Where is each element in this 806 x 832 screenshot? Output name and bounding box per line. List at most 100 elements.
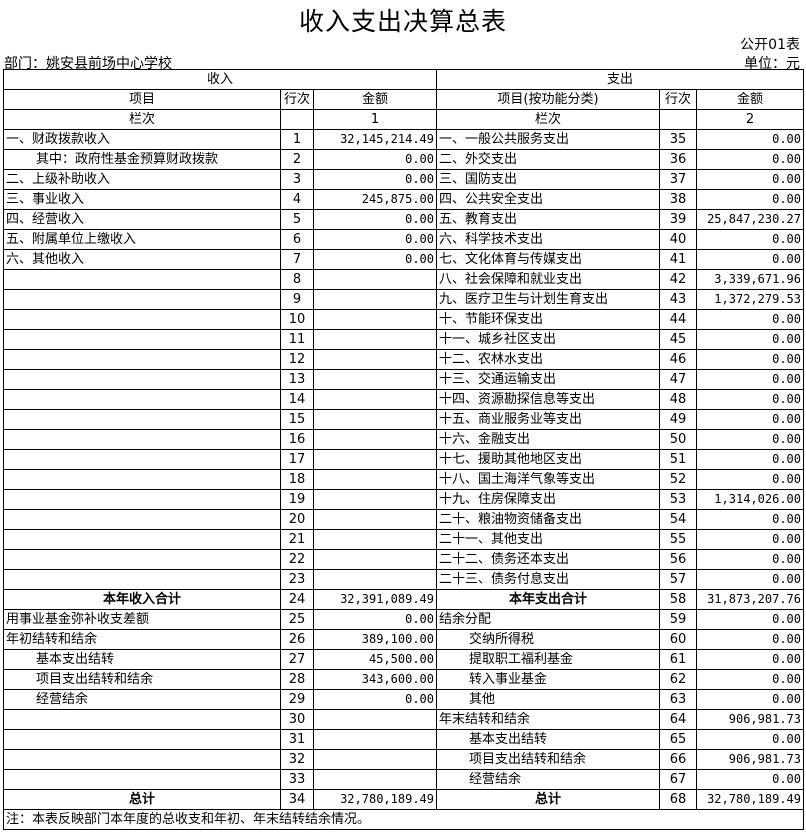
income-item: 本年收入合计 <box>3 589 281 610</box>
expense-amount: 0.00 <box>696 429 804 450</box>
expense-line: 39 <box>659 209 697 230</box>
income-item <box>3 549 281 570</box>
income-item: 二、上级补助收入 <box>3 169 281 190</box>
expense-amount: 0.00 <box>696 189 804 210</box>
income-amount <box>313 569 437 590</box>
expense-item: 提取职工福利基金 <box>436 649 660 670</box>
income-item <box>3 769 281 790</box>
income-amount <box>313 729 437 750</box>
section-header-row: 收入 支出 <box>3 69 804 90</box>
expense-item: 十四、资源勘探信息等支出 <box>436 389 660 410</box>
expense-amount: 0.00 <box>696 729 804 750</box>
table-row: 31 基本支出结转 65 0.00 <box>3 729 804 750</box>
income-item <box>3 529 281 550</box>
expense-line: 50 <box>659 429 697 450</box>
income-item <box>3 449 281 470</box>
expense-column-label: 栏次 <box>436 109 660 130</box>
income-line: 33 <box>280 769 314 790</box>
expense-line: 52 <box>659 469 697 490</box>
expense-item: 本年支出合计 <box>436 589 660 610</box>
income-item: 六、其他收入 <box>3 249 281 270</box>
expense-line: 59 <box>659 609 697 630</box>
expense-amount: 0.00 <box>696 769 804 790</box>
expense-item: 基本支出结转 <box>436 729 660 750</box>
income-line: 10 <box>280 309 314 330</box>
expense-item: 四、公共安全支出 <box>436 189 660 210</box>
income-amount <box>313 369 437 390</box>
income-line: 1 <box>280 129 314 150</box>
expense-line: 48 <box>659 389 697 410</box>
income-item <box>3 569 281 590</box>
income-amount <box>313 349 437 370</box>
income-item: 三、事业收入 <box>3 189 281 210</box>
expense-amount: 0.00 <box>696 249 804 270</box>
table-row: 16 十六、金融支出 50 0.00 <box>3 429 804 450</box>
table-row: 11 十一、城乡社区支出 45 0.00 <box>3 329 804 350</box>
income-amount: 0.00 <box>313 689 437 710</box>
income-amount <box>313 469 437 490</box>
expense-line: 42 <box>659 269 697 290</box>
expense-line: 57 <box>659 569 697 590</box>
table-row: 18 十八、国土海洋气象等支出 52 0.00 <box>3 469 804 490</box>
expense-item: 一、一般公共服务支出 <box>436 129 660 150</box>
income-amount <box>313 269 437 290</box>
income-amount <box>313 749 437 770</box>
table-row: 一、财政拨款收入 1 32,145,214.49 一、一般公共服务支出 35 0.00 <box>3 129 804 150</box>
expense-item: 十七、援助其他地区支出 <box>436 449 660 470</box>
income-amount <box>313 429 437 450</box>
expense-item: 七、文化体育与传媒支出 <box>436 249 660 270</box>
income-line: 11 <box>280 329 314 350</box>
income-amount <box>313 509 437 530</box>
table-row: 32 项目支出结转和结余 66 906,981.73 <box>3 749 804 770</box>
expense-amount: 0.00 <box>696 169 804 190</box>
table-row: 四、经营收入 5 0.00 五、教育支出 39 25,847,230.27 <box>3 209 804 230</box>
income-amount <box>313 529 437 550</box>
income-item: 总计 <box>3 789 281 810</box>
table-row: 二、上级补助收入 3 0.00 三、国防支出 37 0.00 <box>3 169 804 190</box>
expense-item: 十一、城乡社区支出 <box>436 329 660 350</box>
table-row: 9 九、医疗卫生与计划生育支出 43 1,372,279.53 <box>3 289 804 310</box>
table-row: 13 十三、交通运输支出 47 0.00 <box>3 369 804 390</box>
expense-amount: 0.00 <box>696 649 804 670</box>
income-item: 年初结转和结余 <box>3 629 281 650</box>
income-line: 20 <box>280 509 314 530</box>
income-line: 32 <box>280 749 314 770</box>
expense-line: 68 <box>659 789 697 810</box>
income-amount <box>313 389 437 410</box>
expense-line: 38 <box>659 189 697 210</box>
expense-line: 44 <box>659 309 697 330</box>
income-expense-table: 收入 支出 项目 行次 金额 项目(按功能分类) 行次 金额 栏次 1 栏次 2… <box>3 69 804 830</box>
expense-item: 交纳所得税 <box>436 629 660 650</box>
expense-item: 十九、住房保障支出 <box>436 489 660 510</box>
expense-amount: 0.00 <box>696 669 804 690</box>
expense-line: 64 <box>659 709 697 730</box>
table-row: 33 经营结余 67 0.00 <box>3 769 804 790</box>
expense-item: 转入事业基金 <box>436 669 660 690</box>
table-row: 20 二十、粮油物资储备支出 54 0.00 <box>3 509 804 530</box>
expense-item: 总计 <box>436 789 660 810</box>
income-amount: 45,500.00 <box>313 649 437 670</box>
expense-item: 六、科学技术支出 <box>436 229 660 250</box>
expense-line: 51 <box>659 449 697 470</box>
income-item <box>3 709 281 730</box>
income-item <box>3 349 281 370</box>
column-header-row: 项目 行次 金额 项目(按功能分类) 行次 金额 <box>3 89 804 110</box>
table-row: 19 十九、住房保障支出 53 1,314,026.00 <box>3 489 804 510</box>
table-row: 22 二十二、债务还本支出 56 0.00 <box>3 549 804 570</box>
income-line: 6 <box>280 229 314 250</box>
expense-amount: 0.00 <box>696 229 804 250</box>
expense-amount: 0.00 <box>696 309 804 330</box>
expense-line: 67 <box>659 769 697 790</box>
income-item <box>3 489 281 510</box>
expense-column-index: 2 <box>696 109 804 130</box>
income-line: 16 <box>280 429 314 450</box>
table-row: 12 十二、农林水支出 46 0.00 <box>3 349 804 370</box>
expense-line: 58 <box>659 589 697 610</box>
note-row: 注：本表反映部门本年度的总收支和年初、年末结转结余情况。 <box>3 809 804 830</box>
income-line: 19 <box>280 489 314 510</box>
income-amount: 245,875.00 <box>313 189 437 210</box>
expense-item: 九、医疗卫生与计划生育支出 <box>436 289 660 310</box>
income-amount <box>313 709 437 730</box>
expense-item: 项目支出结转和结余 <box>436 749 660 770</box>
table-row: 用事业基金弥补收支差额 25 0.00 结余分配 59 0.00 <box>3 609 804 630</box>
